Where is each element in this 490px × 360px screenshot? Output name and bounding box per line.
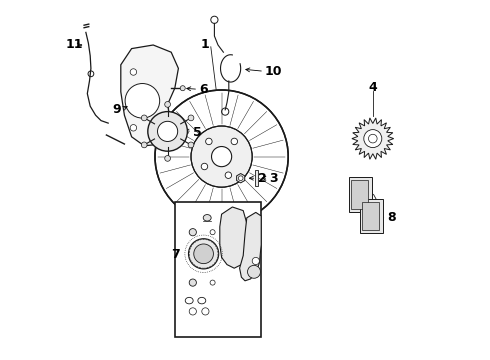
Circle shape	[247, 265, 261, 278]
Circle shape	[165, 156, 171, 161]
Circle shape	[191, 126, 252, 187]
Circle shape	[153, 125, 160, 131]
Text: 3: 3	[270, 172, 278, 185]
Circle shape	[125, 84, 160, 118]
Circle shape	[189, 239, 219, 269]
Text: 2: 2	[258, 172, 267, 185]
Text: 8: 8	[387, 211, 396, 224]
Text: 9: 9	[112, 103, 121, 116]
Text: 1: 1	[201, 39, 210, 51]
Circle shape	[368, 134, 377, 143]
Circle shape	[157, 121, 178, 141]
Polygon shape	[121, 45, 178, 146]
Bar	[351, 180, 368, 208]
Bar	[255, 170, 258, 186]
Text: 4: 4	[368, 81, 377, 94]
Circle shape	[189, 279, 196, 286]
Circle shape	[188, 115, 194, 121]
Circle shape	[212, 147, 232, 167]
Circle shape	[225, 172, 232, 179]
Circle shape	[202, 308, 209, 315]
Text: 6: 6	[199, 83, 208, 96]
Bar	[349, 177, 372, 211]
Ellipse shape	[198, 297, 206, 304]
Circle shape	[206, 138, 212, 145]
Circle shape	[364, 130, 382, 148]
Text: 11: 11	[65, 39, 83, 51]
Text: 7: 7	[171, 248, 179, 261]
Circle shape	[130, 69, 137, 75]
Circle shape	[148, 112, 187, 151]
Circle shape	[180, 86, 185, 91]
Text: 10: 10	[265, 65, 282, 78]
Circle shape	[238, 176, 243, 180]
Bar	[360, 199, 383, 233]
Polygon shape	[352, 118, 393, 159]
Ellipse shape	[203, 215, 211, 221]
Circle shape	[188, 142, 194, 148]
Circle shape	[189, 308, 196, 315]
Polygon shape	[220, 207, 248, 268]
Circle shape	[194, 244, 214, 264]
Circle shape	[231, 138, 238, 145]
Bar	[175, 202, 261, 337]
Circle shape	[141, 115, 147, 121]
Polygon shape	[237, 174, 245, 183]
Ellipse shape	[185, 297, 193, 304]
Bar	[362, 202, 379, 230]
Circle shape	[130, 125, 137, 131]
Polygon shape	[240, 212, 261, 281]
Circle shape	[165, 102, 171, 107]
Circle shape	[189, 229, 196, 236]
Circle shape	[155, 90, 288, 223]
Circle shape	[141, 142, 147, 148]
Circle shape	[252, 257, 259, 265]
Text: 5: 5	[193, 126, 201, 139]
Circle shape	[201, 163, 208, 170]
